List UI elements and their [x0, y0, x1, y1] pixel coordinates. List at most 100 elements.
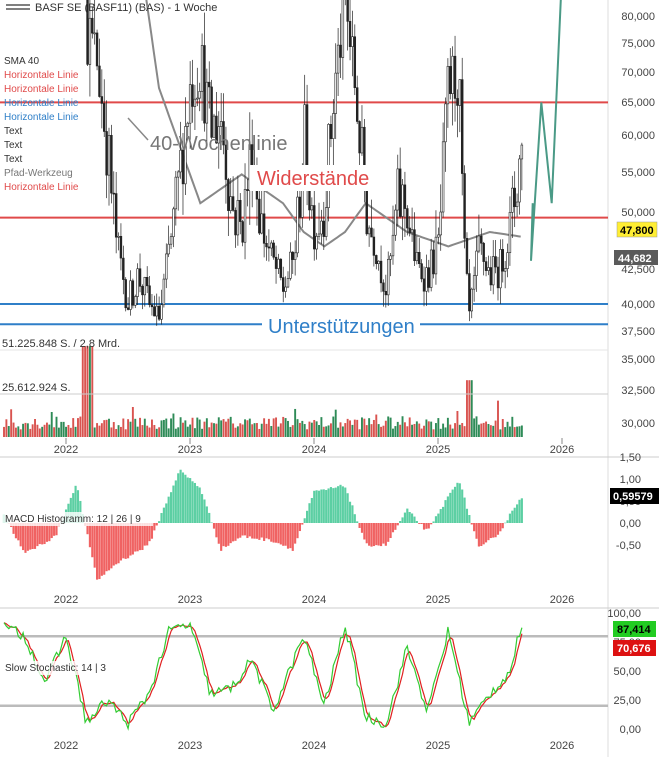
legend-item-sma[interactable]: SMA 40 — [4, 56, 39, 67]
candle — [346, 0, 349, 22]
volume-bar — [425, 419, 428, 437]
volume-bar — [351, 424, 354, 437]
legend-item-text-3[interactable]: Text — [4, 154, 23, 165]
candle — [439, 211, 442, 236]
volume-bar — [222, 419, 225, 437]
macd-bar — [277, 523, 280, 544]
legend-item-hline-2[interactable]: Horizontale Linie — [4, 84, 79, 95]
projection-group — [530, 0, 562, 261]
macd-bar — [169, 492, 173, 523]
volume-bar — [14, 427, 17, 437]
volume-bar — [408, 417, 411, 437]
macd-bar — [504, 522, 507, 524]
candle — [375, 255, 378, 265]
macd-bar — [475, 523, 478, 539]
volume-bar — [506, 421, 509, 437]
candle — [515, 201, 519, 208]
sma-annotation-pointer — [127, 117, 149, 141]
volume-bar — [451, 428, 454, 437]
sma-price-badge-bg — [614, 250, 658, 265]
candle — [153, 306, 156, 317]
macd-bar — [45, 523, 49, 542]
legend-item-hline-4[interactable]: Horizontale Linie — [4, 112, 79, 123]
candle — [303, 104, 306, 168]
volume-bar — [239, 423, 242, 437]
macd-bar — [458, 483, 461, 523]
legend-item-text-2[interactable]: Text — [4, 140, 23, 151]
macd-bar — [246, 523, 249, 539]
volume-bar — [320, 417, 323, 437]
candle — [103, 103, 106, 132]
projection-path[interactable] — [530, 0, 562, 261]
price-tick-label: 35,000 — [621, 354, 655, 366]
candle — [177, 171, 180, 178]
price-tick-label: 50,000 — [621, 207, 655, 219]
volume-bar — [482, 422, 485, 437]
macd-bar — [24, 523, 27, 553]
volume-bar — [470, 380, 473, 437]
candle — [229, 196, 232, 211]
macd-bar — [203, 499, 206, 523]
macd-value-badge-bg — [610, 488, 659, 504]
volume-bar — [310, 422, 313, 437]
support-annotation: Unterstützungen — [268, 316, 415, 338]
candle — [289, 251, 292, 279]
stoch-k-badge: 87,414 — [617, 624, 652, 636]
candle — [200, 45, 204, 92]
macd-bar — [196, 486, 199, 523]
legend-item-hline-5[interactable]: Horizontale Linie — [4, 182, 79, 193]
macd-bar — [284, 523, 287, 546]
candle — [332, 113, 335, 139]
volume-bar — [17, 426, 20, 437]
volume-bar — [48, 424, 51, 437]
candle — [499, 249, 502, 289]
macd-bar — [167, 496, 170, 523]
volume-bar — [420, 428, 423, 437]
macd-bar — [127, 523, 130, 559]
stoch-d-badge: 70,676 — [617, 643, 651, 655]
candle — [243, 189, 247, 243]
candle — [138, 268, 142, 287]
macd-bar — [258, 523, 261, 540]
legend-item-hline-1[interactable]: Horizontale Linie — [4, 70, 79, 81]
volume-bar — [279, 423, 282, 437]
volume-bar — [327, 425, 330, 437]
legend-item-hline-3[interactable]: Horizontale Linie — [4, 98, 79, 109]
candle — [420, 263, 423, 280]
legend-item-text-1[interactable]: Text — [4, 126, 23, 137]
macd-bar — [368, 523, 371, 546]
macd-bar — [344, 487, 347, 523]
volume-bar — [418, 423, 421, 437]
price-tick-label: 40,000 — [621, 299, 655, 311]
macd-bar — [232, 523, 235, 542]
macd-bar — [191, 481, 194, 523]
macd-bar — [153, 523, 156, 531]
volume-bar — [287, 420, 289, 437]
volume-bar — [220, 420, 223, 437]
candle — [492, 256, 495, 286]
volume-bar — [74, 426, 77, 437]
macd-bar — [415, 520, 418, 523]
volume-bar — [105, 419, 108, 437]
macd-bar — [100, 523, 103, 576]
volume-bar — [423, 425, 425, 437]
candle — [286, 278, 290, 288]
price-tick-label: 60,000 — [621, 130, 655, 142]
volume-bar — [489, 425, 492, 437]
macd-bar — [401, 517, 404, 523]
candle — [86, 0, 89, 65]
macd-bar — [425, 523, 428, 529]
volume-bar — [370, 424, 373, 437]
candle — [284, 286, 287, 292]
candle — [219, 121, 223, 127]
volume-bar — [213, 423, 215, 437]
stoch-tick-label: 100,00 — [607, 608, 641, 620]
volume-bar — [444, 427, 447, 437]
legend-item-path-tool[interactable]: Pfad-Werkzeug — [4, 168, 73, 179]
macd-bar — [53, 523, 56, 536]
macd-bar — [41, 523, 44, 545]
candle — [95, 32, 99, 67]
macd-bar — [146, 523, 149, 546]
volume-bar — [86, 346, 89, 437]
volume-bar — [127, 419, 130, 437]
